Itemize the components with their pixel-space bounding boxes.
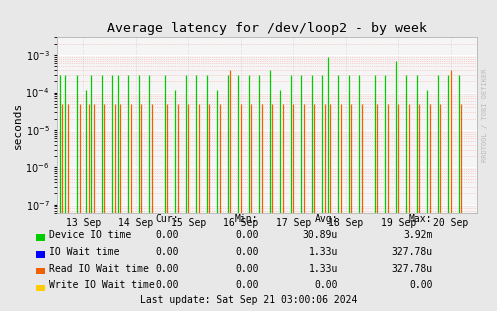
Text: RRDTOOL / TOBI OETIKER: RRDTOOL / TOBI OETIKER bbox=[482, 68, 488, 162]
Text: 0.00: 0.00 bbox=[315, 280, 338, 290]
Text: 0.00: 0.00 bbox=[235, 263, 258, 273]
Text: 30.89u: 30.89u bbox=[303, 230, 338, 240]
Text: Last update: Sat Sep 21 03:00:06 2024: Last update: Sat Sep 21 03:00:06 2024 bbox=[140, 295, 357, 305]
Text: Avg:: Avg: bbox=[315, 214, 338, 224]
Text: 3.92m: 3.92m bbox=[403, 230, 432, 240]
Text: 327.78u: 327.78u bbox=[391, 263, 432, 273]
Text: 0.00: 0.00 bbox=[156, 263, 179, 273]
Text: 0.00: 0.00 bbox=[156, 230, 179, 240]
Text: 0.00: 0.00 bbox=[156, 247, 179, 257]
Text: Read IO Wait time: Read IO Wait time bbox=[49, 263, 149, 273]
Y-axis label: seconds: seconds bbox=[12, 102, 22, 149]
Text: 0.00: 0.00 bbox=[156, 280, 179, 290]
Text: 327.78u: 327.78u bbox=[391, 247, 432, 257]
Text: 0.00: 0.00 bbox=[235, 230, 258, 240]
Text: 0.00: 0.00 bbox=[235, 247, 258, 257]
Text: Cur:: Cur: bbox=[156, 214, 179, 224]
Text: 1.33u: 1.33u bbox=[309, 247, 338, 257]
Text: Munin 2.0.67: Munin 2.0.67 bbox=[216, 310, 281, 311]
Title: Average latency for /dev/loop2 - by week: Average latency for /dev/loop2 - by week bbox=[107, 22, 427, 35]
Text: 0.00: 0.00 bbox=[235, 280, 258, 290]
Text: Device IO time: Device IO time bbox=[49, 230, 131, 240]
Text: 0.00: 0.00 bbox=[409, 280, 432, 290]
Text: 1.33u: 1.33u bbox=[309, 263, 338, 273]
Text: Min:: Min: bbox=[235, 214, 258, 224]
Text: IO Wait time: IO Wait time bbox=[49, 247, 119, 257]
Text: Max:: Max: bbox=[409, 214, 432, 224]
Text: Write IO Wait time: Write IO Wait time bbox=[49, 280, 155, 290]
